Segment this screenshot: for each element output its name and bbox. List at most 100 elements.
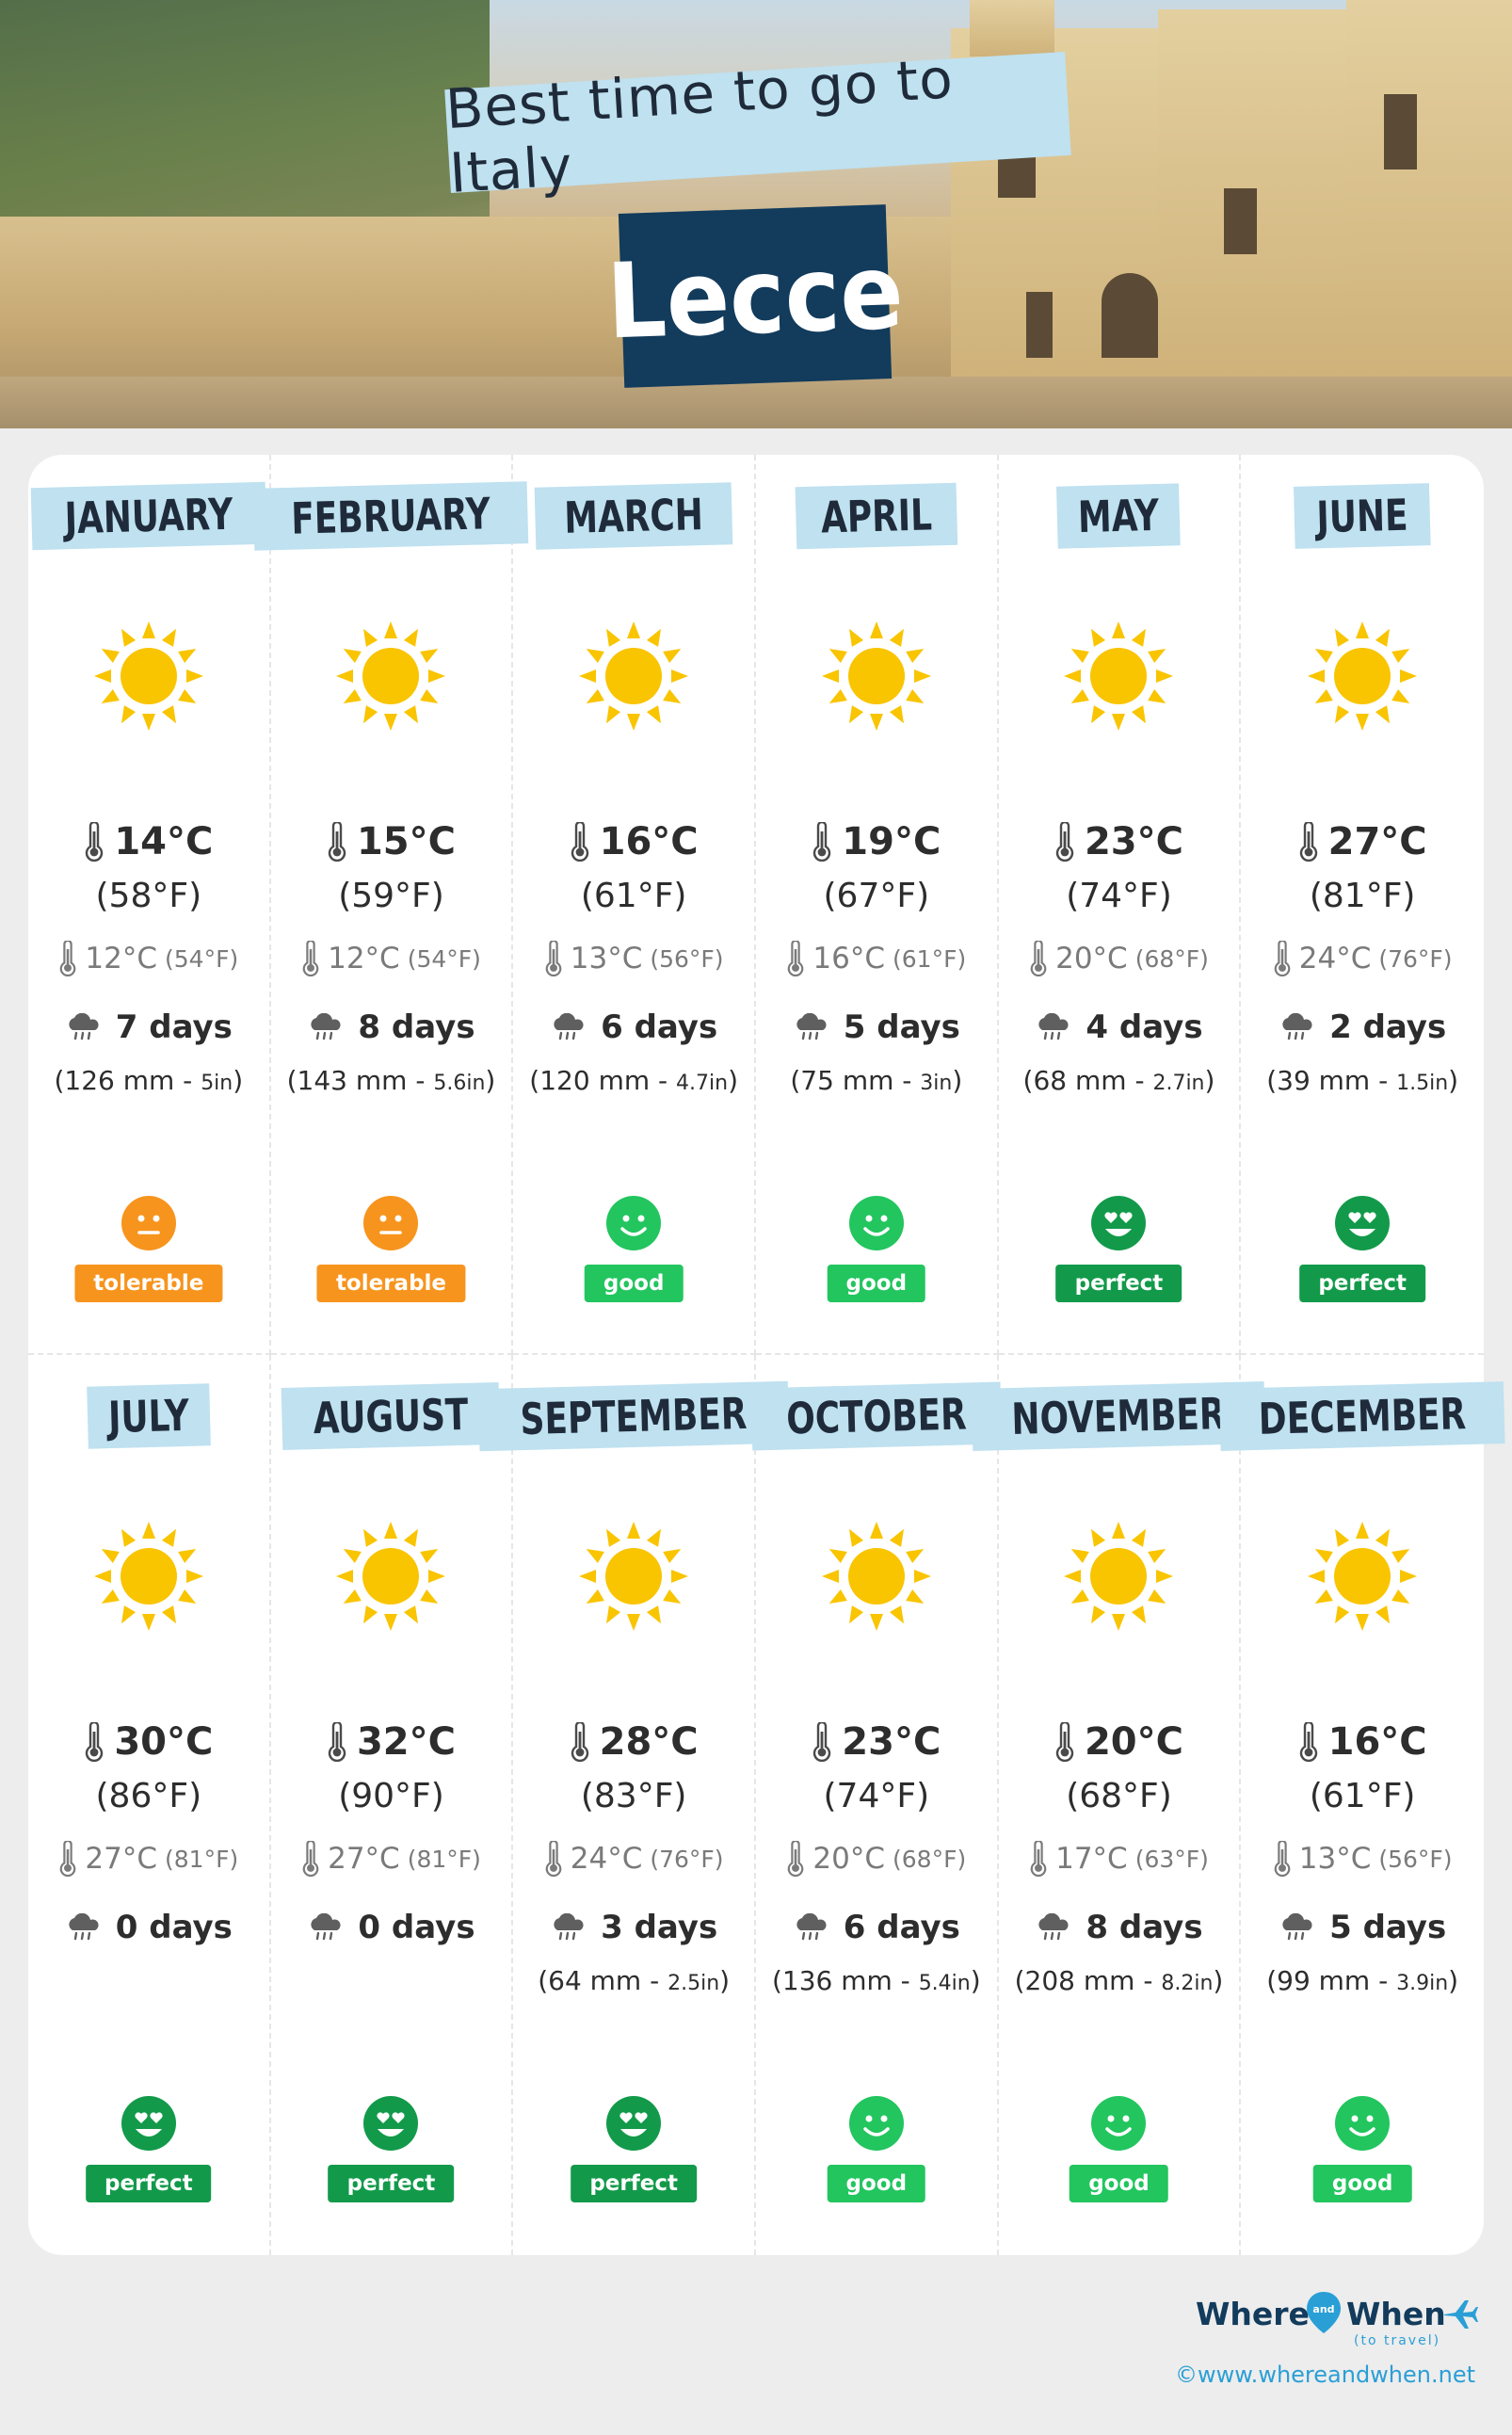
good-face-icon	[1091, 2096, 1147, 2151]
temp-high-f: (59°F)	[338, 877, 444, 915]
thermometer-icon	[302, 1841, 319, 1877]
temp-low: 13°C (56°F)	[1241, 1841, 1484, 1877]
city-title: Lecce	[604, 231, 906, 362]
rain-cloud-icon	[796, 1013, 827, 1040]
map-pin-icon: and	[1307, 2292, 1341, 2333]
temp-high-f: (61°F)	[1309, 1777, 1416, 1815]
good-face-icon	[848, 2096, 904, 2151]
perfect-face-icon	[121, 2096, 176, 2151]
rain-in: 5in	[201, 1072, 233, 1095]
temp-high-c: 15°C	[356, 820, 456, 863]
rain-in: 5.4in	[918, 1972, 971, 1995]
sun-icon	[1064, 1522, 1174, 1631]
temp-low-c: 12°C	[328, 942, 400, 976]
month-name: OCTOBER	[785, 1388, 968, 1444]
thermometer-icon	[86, 822, 104, 862]
rain-cloud-icon	[311, 1013, 341, 1040]
logo-where: Where	[1196, 2296, 1310, 2332]
temp-low-c: 12°C	[85, 942, 158, 976]
sun-icon	[1308, 1522, 1418, 1631]
month-label: JUNE	[1294, 483, 1432, 549]
temp-low-c: 20°C	[812, 1842, 886, 1876]
month-cell: OCTOBER 23°C (74°F) 20°C (68°F) 6 days (1…	[750, 1355, 1003, 2255]
rain-amount: (75 mm - 3in)	[790, 1065, 963, 1096]
rain-days: 6 days	[756, 1909, 997, 1946]
rain-mm: (64 mm	[538, 1965, 642, 1996]
sun-icon	[579, 621, 689, 731]
rain-amount: (208 mm - 8.2in)	[1014, 1965, 1224, 1996]
temp-low-f: (76°F)	[650, 1845, 724, 1873]
sun-icon	[1064, 621, 1174, 731]
rain-days: 0 days	[271, 1909, 512, 1946]
rating-badge: perfect	[571, 2165, 697, 2202]
temp-high-c: 30°C	[114, 1720, 214, 1764]
thermometer-icon	[1299, 822, 1317, 862]
rain-days-value: 2 days	[1329, 1008, 1447, 1046]
rain-cloud-icon	[1038, 1913, 1069, 1941]
rain-cloud-icon	[311, 1913, 341, 1941]
rain-amount: (39 mm - 1.5in)	[1266, 1065, 1459, 1096]
rain-mm: (136 mm	[771, 1965, 893, 1996]
temp-low-c: 27°C	[85, 1842, 158, 1876]
thermometer-icon	[571, 1722, 588, 1762]
rain-days: 8 days	[271, 1008, 512, 1046]
temp-low-f: (56°F)	[1378, 1845, 1453, 1873]
site-logo[interactable]: Where and When (to travel)	[1196, 2290, 1478, 2348]
thermometer-icon	[571, 822, 588, 862]
temp-high-c: 20°C	[1084, 1720, 1183, 1764]
sun-icon	[336, 1522, 446, 1631]
month-name: MAY	[1077, 489, 1161, 543]
thermometer-icon	[60, 941, 76, 976]
perfect-face-icon	[1335, 1196, 1391, 1250]
temp-high-f: (90°F)	[338, 1777, 444, 1815]
good-face-icon	[606, 1196, 662, 1250]
copyright[interactable]: ©www.whereandwhen.net	[1175, 2362, 1476, 2388]
rain-amount: (68 mm - 2.7in)	[1022, 1065, 1215, 1096]
temp-high-f: (81°F)	[1309, 877, 1416, 915]
thermometer-icon	[788, 941, 804, 976]
temp-high-c: 23°C	[842, 1720, 941, 1764]
month-cell: JULY 30°C (86°F) 27°C (81°F) 0 days perfe…	[28, 1355, 271, 2255]
rain-amount: (64 mm - 2.5in)	[538, 1965, 731, 1996]
month-label: JULY	[87, 1383, 211, 1449]
logo-when: When	[1346, 2296, 1446, 2332]
thermometer-icon	[1299, 1722, 1317, 1762]
temp-high: 23°C	[756, 1720, 997, 1764]
rain-days-value: 5 days	[1329, 1909, 1447, 1946]
rain-cloud-icon	[1282, 1013, 1312, 1040]
rating-badge: perfect	[328, 2165, 455, 2202]
temp-high-c: 32°C	[356, 1720, 456, 1764]
rain-days-value: 4 days	[1086, 1008, 1203, 1046]
thermometer-icon	[813, 1722, 831, 1762]
rain-days-value: 6 days	[601, 1008, 718, 1046]
rain-mm: (143 mm	[286, 1065, 408, 1096]
logo-and: and	[1312, 2303, 1334, 2315]
window	[1026, 292, 1053, 358]
rain-amount: (136 mm - 5.4in)	[771, 1965, 981, 1996]
tolerable-face-icon	[121, 1196, 176, 1250]
rain-mm: (208 mm	[1014, 1965, 1135, 1996]
thermometer-icon	[1274, 1841, 1291, 1877]
sun-icon	[1308, 621, 1418, 731]
temp-high-c: 28°C	[599, 1720, 699, 1764]
temp-low-f: (68°F)	[893, 1845, 967, 1873]
thermometer-icon	[1030, 941, 1047, 976]
logo-tagline: (to travel)	[1354, 2333, 1441, 2348]
rating-badge: perfect	[86, 2165, 212, 2202]
rain-in: 4.7in	[676, 1072, 729, 1095]
temp-low-c: 16°C	[812, 942, 886, 976]
rain-in: 5.6in	[433, 1072, 486, 1095]
thermometer-icon	[1055, 1722, 1074, 1762]
rain-in: 3.9in	[1396, 1972, 1449, 1995]
temp-high: 27°C	[1241, 820, 1484, 863]
temp-high: 30°C	[28, 1720, 269, 1764]
thermometer-icon	[328, 822, 346, 862]
month-cell: NOVEMBER 20°C (68°F) 17°C (63°F) 8 days (…	[972, 1355, 1266, 2255]
rain-days-value: 5 days	[843, 1008, 960, 1046]
month-label: AUGUST	[281, 1381, 501, 1451]
temp-low: 12°C (54°F)	[28, 941, 269, 976]
month-cell: FEBRUARY 15°C (59°F) 12°C (54°F) 8 days (…	[253, 455, 529, 1355]
temp-high-c: 27°C	[1327, 820, 1427, 863]
temp-low-f: (54°F)	[407, 944, 481, 973]
tolerable-face-icon	[363, 1196, 419, 1250]
